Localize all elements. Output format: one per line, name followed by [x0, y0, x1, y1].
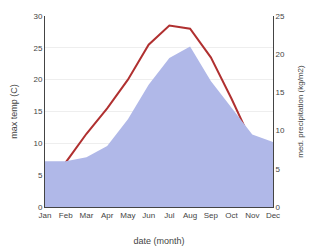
svg-text:20: 20	[276, 50, 285, 59]
svg-text:May: May	[120, 211, 135, 220]
svg-text:Oct: Oct	[225, 211, 238, 220]
svg-text:Sep: Sep	[204, 211, 219, 220]
svg-text:10: 10	[33, 139, 42, 148]
svg-text:25: 25	[276, 12, 285, 21]
svg-text:Jul: Jul	[164, 211, 174, 220]
svg-text:15: 15	[276, 88, 285, 97]
svg-text:Feb: Feb	[59, 211, 73, 220]
svg-text:date (month): date (month)	[133, 236, 184, 246]
svg-text:Jan: Jan	[39, 211, 52, 220]
svg-text:5: 5	[276, 165, 281, 174]
svg-text:Aug: Aug	[183, 211, 197, 220]
svg-text:25: 25	[33, 44, 42, 53]
svg-text:Jun: Jun	[142, 211, 155, 220]
svg-text:20: 20	[33, 75, 42, 84]
svg-text:0: 0	[276, 203, 281, 212]
svg-text:med. precipitation (kg/m2): med. precipitation (kg/m2)	[296, 65, 305, 158]
svg-text:Nov: Nov	[245, 211, 259, 220]
svg-text:Mar: Mar	[80, 211, 94, 220]
svg-text:30: 30	[33, 12, 42, 21]
svg-text:Dec: Dec	[266, 211, 280, 220]
svg-text:0: 0	[38, 203, 43, 212]
svg-text:10: 10	[276, 126, 285, 135]
svg-text:5: 5	[38, 171, 43, 180]
svg-text:15: 15	[33, 107, 42, 116]
svg-text:max temp (C): max temp (C)	[9, 84, 19, 139]
svg-text:Apr: Apr	[101, 211, 114, 220]
